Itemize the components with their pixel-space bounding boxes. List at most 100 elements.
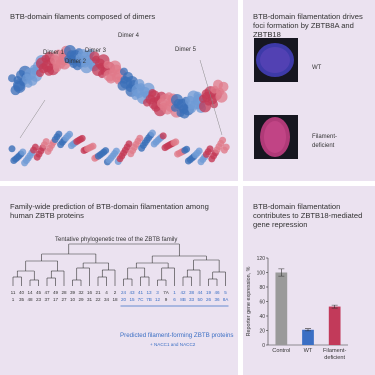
leaf-label: 42 [180,290,186,295]
y-tick-label: 0 [262,343,265,349]
protein-atom [42,138,50,146]
label: Dimer 2 [65,59,87,65]
error-bar [331,304,338,309]
leaf-label: 18 [112,297,118,302]
protein-atom [66,130,74,138]
leaf-label: 24 [121,290,127,295]
panel [0,186,238,375]
leaf-label: 8B [180,297,186,302]
leaf-label: 49 [53,290,59,295]
protein-atom [89,142,97,150]
y-axis-label: Reporter gene expression, % [246,266,252,336]
error-bar [305,328,311,332]
protein-atom [159,132,167,140]
leaf-label: 14 [27,290,33,295]
panel-title: BTB-domain filamentation drives foci for… [253,12,363,39]
error-bar [278,268,285,277]
leaf-label: 44 [197,290,203,295]
leaf-label: 40 [19,290,25,295]
leaf-label: 37 [44,297,50,302]
protein-atom [112,147,120,155]
leaf-label: 19 [206,290,212,295]
protein-atom [134,79,145,90]
leaf-label: 41 [138,290,144,295]
leaf-label: 48 [27,297,33,302]
label: WT [312,65,322,71]
y-tick-label: 40 [259,314,265,320]
leaf-label: 38 [189,290,195,295]
protein-atom [89,51,100,62]
label: Dimer 1 [43,50,65,56]
leaf-label: 7B [146,297,152,302]
panel-title: BTB-domain filaments composed of dimers [10,12,156,21]
leaf-label: 23 [36,297,42,302]
leaf-label: 36 [214,297,220,302]
leaf-label: 31 [87,297,93,302]
leaf-label: 50 [197,297,203,302]
leaf-label: 26 [206,297,212,302]
y-tick-label: 60 [259,299,265,305]
protein-atom [8,145,16,153]
leaf-label: 47 [44,290,50,295]
leaf-label: 7A [163,290,170,295]
leaf-label: 7C [138,297,145,302]
leaf-label: 12 [155,297,161,302]
leaf-label: 3 [156,290,159,295]
leaf-label: 2 [114,290,117,295]
leaf-label: 28 [61,290,67,295]
leaf-label: 32 [78,290,84,295]
leaf-label: 6 [173,297,176,302]
protein-atom [172,138,180,146]
label: + NACC1 and NACC2 [150,342,196,347]
protein-atom [206,145,214,153]
nucleus-core [264,121,286,153]
panel-title: BTB-domain filamentation contributes to … [253,202,363,229]
label: Dimer 5 [175,47,197,53]
leaf-label: 4 [105,290,108,295]
connector [19,99,46,139]
protein-atom [148,88,157,97]
label: Filament-deficient [312,134,338,149]
protein-atom [148,129,156,137]
tree-title: Tentative phylogenetic tree of the ZBTB … [55,237,178,243]
protein-atom [183,145,191,153]
leaf-label: 15 [129,297,135,302]
protein-atom [78,134,86,142]
leaf-label: 20 [121,297,127,302]
protein-atom [195,147,203,155]
protein-atom [19,148,27,156]
protein-atom [125,140,133,148]
leaf-label: 9 [165,297,168,302]
leaf-label: 1 [12,297,15,302]
leaf-label: 43 [129,290,135,295]
leaf-label: 35 [19,297,25,302]
protein-atom [102,147,110,155]
leaf-label: 11 [11,290,16,295]
leaf-label: 10 [70,297,76,302]
leaf-label: 16 [87,290,93,295]
protein-atom [55,130,63,138]
leaf-label: 8A [223,297,230,302]
panel-title: Family-wide prediction of BTB-domain fil… [10,202,209,220]
protein-atom [222,143,230,151]
protein-atom [31,143,39,151]
connector [199,59,223,136]
x-tick-label: WT [303,348,313,354]
leaf-label: 22 [95,297,101,302]
leaf-label: 29 [78,297,84,302]
bar [302,329,314,345]
protein-atom [136,134,144,142]
leaf-label: 46 [214,290,220,295]
label: Dimer 4 [118,33,140,39]
x-tick-label: Filament-deficient [323,348,347,361]
bar [275,272,288,345]
leaf-label: 13 [146,290,152,295]
leaf-label: 45 [36,290,42,295]
x-tick-label: Control [272,348,291,354]
y-tick-label: 80 [259,285,265,291]
label: Dimer 3 [85,48,107,54]
y-tick-label: 100 [257,270,266,276]
bar [328,306,341,345]
